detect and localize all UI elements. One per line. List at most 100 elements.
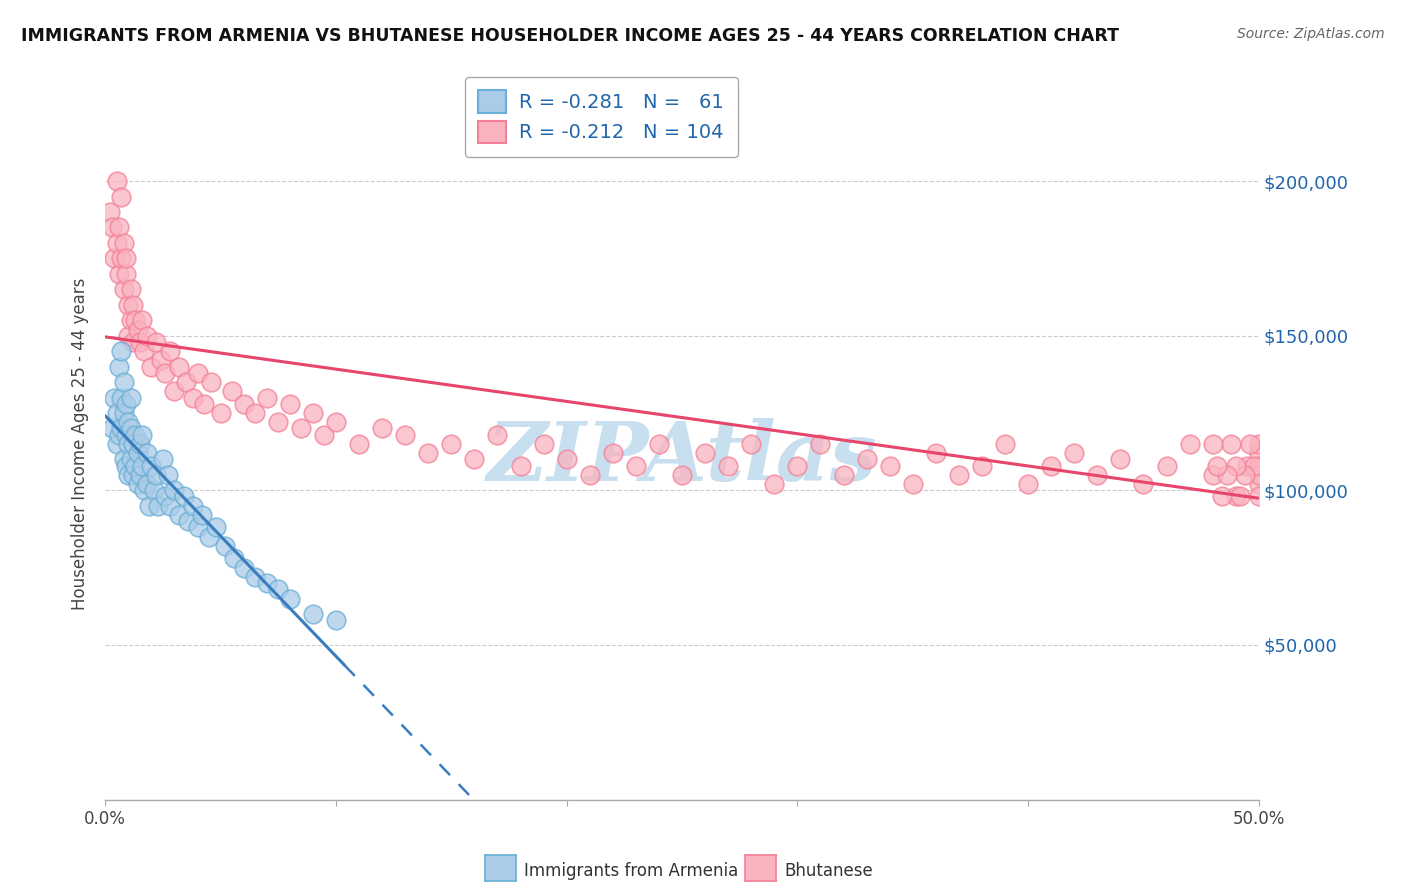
Point: [1040, 458, 1063, 473]
Point: [103, 391, 125, 405]
Point: [110, 391, 132, 405]
Point: [1132, 477, 1154, 491]
Point: [105, 235, 128, 250]
Point: [110, 344, 132, 359]
Point: [149, 353, 172, 368]
Point: [115, 458, 138, 473]
Point: [602, 446, 624, 460]
Text: IMMIGRANTS FROM ARMENIA VS BHUTANESE HOUSEHOLDER INCOME AGES 25 - 44 YEARS CORRE: IMMIGRANTS FROM ARMENIA VS BHUTANESE HOU…: [21, 27, 1119, 45]
Point: [138, 499, 160, 513]
Point: [177, 514, 200, 528]
Point: [156, 467, 179, 482]
Point: [267, 582, 290, 597]
Point: [205, 520, 228, 534]
Point: [1247, 458, 1270, 473]
Point: [209, 406, 232, 420]
Point: [167, 359, 190, 374]
Point: [302, 607, 325, 621]
Point: [671, 467, 693, 482]
Point: [105, 406, 128, 420]
Point: [555, 452, 578, 467]
Point: [117, 467, 139, 482]
Point: [173, 490, 195, 504]
Text: Source: ZipAtlas.com: Source: ZipAtlas.com: [1237, 27, 1385, 41]
Point: [135, 477, 157, 491]
Point: [115, 397, 138, 411]
Point: [786, 458, 808, 473]
Text: Bhutanese: Bhutanese: [785, 862, 873, 880]
Point: [1063, 446, 1085, 460]
Point: [124, 313, 146, 327]
Point: [163, 483, 186, 498]
Point: [122, 334, 145, 349]
Point: [648, 437, 671, 451]
Point: [1247, 446, 1270, 460]
Point: [181, 499, 204, 513]
Point: [256, 391, 278, 405]
Point: [371, 421, 394, 435]
Point: [200, 375, 222, 389]
Point: [1225, 490, 1247, 504]
Point: [1017, 477, 1039, 491]
Point: [112, 452, 135, 467]
Point: [970, 458, 993, 473]
Point: [112, 282, 135, 296]
Point: [108, 427, 131, 442]
Point: [256, 576, 278, 591]
Point: [325, 613, 347, 627]
Point: [214, 539, 236, 553]
Point: [98, 205, 121, 219]
Point: [314, 427, 336, 442]
Point: [1236, 458, 1258, 473]
Point: [101, 220, 124, 235]
Point: [191, 508, 214, 522]
Point: [120, 421, 142, 435]
Point: [108, 220, 131, 235]
Point: [1206, 458, 1229, 473]
Point: [131, 313, 153, 327]
Point: [418, 446, 440, 460]
Point: [117, 415, 139, 429]
Point: [127, 477, 149, 491]
Point: [1178, 437, 1201, 451]
Point: [624, 458, 647, 473]
Point: [108, 267, 131, 281]
Point: [163, 384, 186, 399]
Text: ZIPAtlas: ZIPAtlas: [486, 418, 877, 498]
Point: [152, 452, 174, 467]
Point: [901, 477, 924, 491]
Point: [1202, 467, 1225, 482]
Point: [243, 406, 266, 420]
Point: [1109, 452, 1132, 467]
Point: [193, 397, 215, 411]
Point: [115, 252, 138, 266]
Point: [120, 313, 142, 327]
Point: [128, 437, 150, 451]
Point: [224, 551, 246, 566]
Point: [740, 437, 762, 451]
Point: [131, 458, 153, 473]
Point: [578, 467, 600, 482]
Point: [112, 406, 135, 420]
Point: [1215, 467, 1237, 482]
Point: [302, 406, 325, 420]
Point: [1233, 467, 1256, 482]
Point: [153, 490, 176, 504]
Point: [108, 359, 131, 374]
Point: [186, 520, 208, 534]
Point: [855, 452, 877, 467]
Point: [128, 334, 150, 349]
Point: [948, 467, 970, 482]
Text: Immigrants from Armenia: Immigrants from Armenia: [524, 862, 738, 880]
Point: [117, 437, 139, 451]
Point: [278, 397, 301, 411]
Point: [1239, 437, 1261, 451]
Point: [101, 421, 124, 435]
Point: [122, 437, 145, 451]
Point: [122, 467, 145, 482]
Point: [112, 375, 135, 389]
Point: [221, 384, 243, 399]
Point: [120, 452, 142, 467]
Point: [141, 458, 163, 473]
Point: [394, 427, 416, 442]
